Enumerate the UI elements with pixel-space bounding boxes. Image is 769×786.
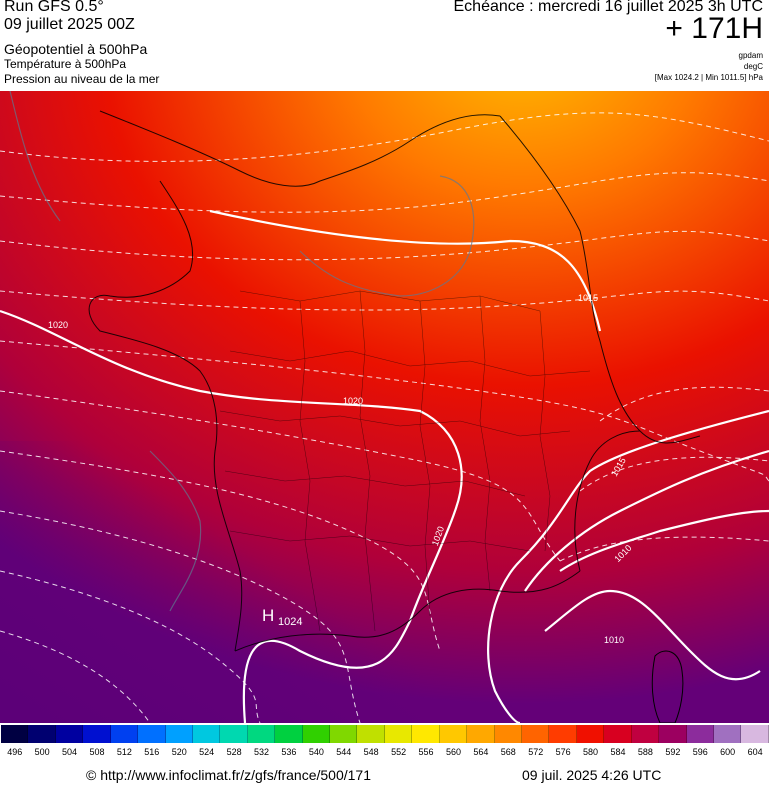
isobar-label: 1010 [604, 635, 624, 645]
color-scale-cell [1, 725, 29, 743]
color-scale-cell [439, 725, 468, 743]
run-date: 09 juillet 2025 00Z [4, 16, 135, 33]
lead-time: + 171H [665, 12, 763, 45]
color-scale-label: 552 [391, 747, 407, 757]
unit-geopotential: gpdam [738, 51, 763, 60]
color-scale-cell [28, 725, 56, 743]
pressure-minmax: [Max 1024.2 | Min 1011.5] hPa [654, 73, 763, 82]
echeance-label: Echéance : mercredi 16 juillet 2025 3h U… [453, 0, 764, 15]
color-scale-label: 572 [528, 747, 544, 757]
color-scale-cell [494, 725, 523, 743]
param-pressure: Pression au niveau de la mer [4, 72, 160, 86]
color-scale-label: 584 [610, 747, 626, 757]
color-scale-label: 500 [34, 747, 50, 757]
color-scale-cell [604, 725, 632, 743]
run-title: Run GFS 0.5° [4, 0, 104, 15]
color-scale-cell [247, 725, 276, 743]
color-scale-cell [110, 725, 139, 743]
isobar-label: 1020 [48, 320, 68, 330]
color-scale-cell [275, 725, 303, 743]
southwest-low-shade [0, 441, 420, 723]
color-scale-cell [522, 725, 550, 743]
param-geopotential: Géopotentiel à 500hPa [4, 41, 148, 57]
color-scale-label: 532 [253, 747, 270, 757]
color-scale-label: 544 [336, 747, 352, 757]
geopotential-contours [9, 91, 475, 612]
color-scale-cell [713, 725, 742, 743]
high-pressure-value: 1024 [278, 616, 302, 628]
color-scale-cell [302, 725, 331, 743]
generation-time: 09 juil. 2025 4:26 UTC [522, 767, 662, 783]
color-scale-label: 496 [7, 747, 23, 757]
weather-map: 1020 1020 1020 1015 1015 1010 1010 H 102… [0, 91, 769, 723]
color-scale-cell [192, 725, 221, 743]
source-url[interactable]: © http://www.infoclimat.fr/z/gfs/france/… [86, 767, 371, 783]
color-scale-label: 504 [62, 747, 78, 757]
corsica-outline [651, 650, 684, 723]
color-scale-cell [686, 725, 714, 743]
color-scale-cell [357, 725, 385, 743]
color-scale-label: 556 [418, 747, 434, 757]
color-scale-label: 580 [583, 747, 599, 757]
color-scale-label: 600 [720, 747, 736, 757]
color-scale-label: 520 [171, 747, 187, 757]
color-scale-cell [220, 725, 248, 743]
color-scale-cell [165, 725, 193, 743]
color-scale-labels: 496 500 504 508 512 516 520 524 528 532 536 540 544 5… [1, 747, 769, 761]
color-scale-label: 588 [637, 747, 653, 757]
isobar-label: 1015 [578, 293, 598, 303]
color-scale-label: 604 [747, 747, 763, 757]
color-scale-cell [467, 725, 495, 743]
region-borders [219, 290, 591, 632]
temperature-isotherms [0, 112, 769, 723]
color-scale-label: 536 [281, 747, 297, 757]
color-scale-label: 508 [89, 747, 105, 757]
color-scale-cell [576, 725, 605, 743]
isobar-label: 1020 [343, 396, 363, 406]
color-scale-cell [138, 725, 166, 743]
color-scale-cell [384, 725, 413, 743]
param-temperature: Température à 500hPa [4, 57, 127, 71]
color-scale-label: 540 [308, 747, 324, 757]
color-scale-cell [412, 725, 440, 743]
color-scale-cell [741, 725, 769, 743]
color-scale-label: 548 [363, 747, 379, 757]
color-scale-cell [330, 725, 358, 743]
color-scale-label: 524 [199, 747, 215, 757]
color-scale-cell [55, 725, 84, 743]
color-scale-cell [83, 725, 111, 743]
color-scale-label: 596 [692, 747, 708, 757]
color-scale-cell [549, 725, 577, 743]
color-scale-cell [631, 725, 660, 743]
unit-temperature: degC [743, 62, 763, 71]
color-scale-label: 576 [555, 747, 571, 757]
color-scale-label: 564 [473, 747, 489, 757]
color-scale-label: 528 [226, 747, 242, 757]
color-scale-label: 592 [665, 747, 681, 757]
isobars [0, 209, 769, 723]
high-pressure-marker: H [262, 606, 274, 625]
country-borders [88, 110, 701, 652]
color-scale-label: 516 [144, 747, 160, 757]
color-scale-label: 512 [116, 747, 132, 757]
color-scale-cell [659, 725, 687, 743]
color-scale-label: 568 [500, 747, 516, 757]
color-scale-label: 560 [445, 747, 461, 757]
color-scale [1, 725, 769, 743]
